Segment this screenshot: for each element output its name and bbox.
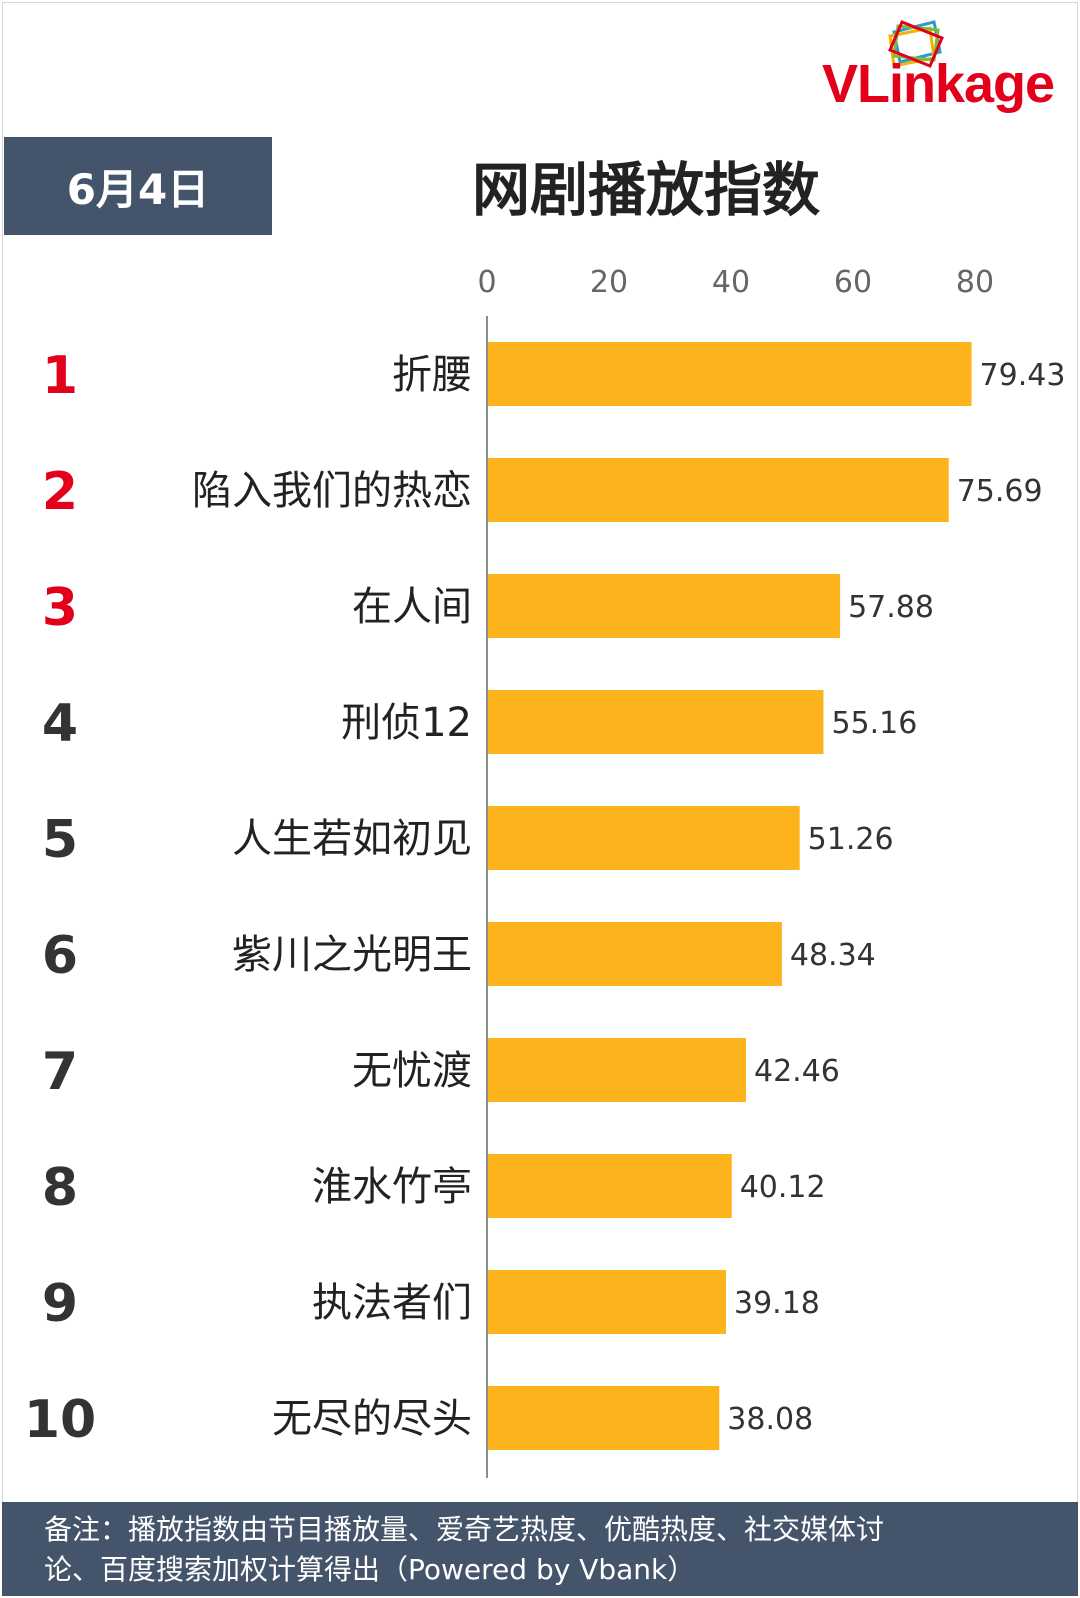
bar [488, 1386, 720, 1450]
category-label: 无忧渡 [352, 1048, 472, 1094]
data-label: 38.08 [727, 1402, 813, 1437]
category-label: 紫川之光明王 [232, 932, 472, 978]
footer-line-1: 备注：播放指数由节目播放量、爱奇艺热度、优酷热度、社交媒体讨 [44, 1513, 885, 1546]
x-tick-label: 60 [834, 265, 872, 300]
bar [488, 574, 841, 638]
x-tick-label: 20 [590, 265, 628, 300]
category-label: 刑侦12 [341, 700, 472, 746]
category-label: 人生若如初见 [232, 816, 472, 862]
rank-number: 1 [42, 346, 78, 406]
category-label: 在人间 [352, 584, 472, 630]
rank-number: 8 [42, 1158, 78, 1218]
data-label: 75.69 [957, 474, 1043, 509]
bar [488, 1038, 747, 1102]
category-label: 无尽的尽头 [272, 1396, 472, 1442]
category-label: 陷入我们的热恋 [192, 468, 472, 514]
x-tick-label: 80 [956, 265, 994, 300]
category-label: 执法者们 [312, 1280, 472, 1326]
rank-number: 9 [42, 1274, 78, 1334]
data-label: 51.26 [808, 822, 894, 857]
bar [488, 342, 972, 406]
bar [488, 1154, 732, 1218]
x-tick-label: 0 [477, 265, 496, 300]
rank-number: 7 [42, 1042, 78, 1102]
data-label: 79.43 [980, 358, 1066, 393]
bar [488, 806, 800, 870]
rank-number: 3 [42, 578, 78, 638]
data-label: 55.16 [831, 706, 917, 741]
footer-line-2: 论、百度搜索加权计算得出（Powered by Vbank） [44, 1553, 696, 1586]
x-tick-label: 40 [712, 265, 750, 300]
rank-number: 5 [42, 810, 78, 870]
footer-note: 备注：播放指数由节目播放量、爱奇艺热度、优酷热度、社交媒体讨 论、百度搜索加权计… [2, 1502, 1078, 1596]
bar [488, 922, 782, 986]
date-badge: 6月4日 [4, 137, 272, 235]
bar [488, 690, 824, 754]
rank-number: 2 [42, 462, 78, 522]
bar [488, 1270, 726, 1334]
category-label: 淮水竹亭 [312, 1164, 472, 1210]
rank-number: 6 [42, 926, 78, 986]
chart-title: 网剧播放指数 [472, 156, 821, 224]
bar [488, 458, 949, 522]
data-label: 39.18 [734, 1286, 820, 1321]
rank-number: 4 [42, 694, 78, 754]
data-label: 57.88 [848, 590, 934, 625]
data-label: 40.12 [740, 1170, 826, 1205]
data-label: 42.46 [754, 1054, 840, 1089]
logo-frames-icon [888, 20, 944, 68]
rank-number: 10 [24, 1390, 96, 1450]
category-label: 折腰 [392, 352, 472, 398]
data-label: 48.34 [790, 938, 876, 973]
logo-text: VLinkage [822, 54, 1055, 114]
vlinkage-logo: VLinkage [822, 18, 1072, 118]
